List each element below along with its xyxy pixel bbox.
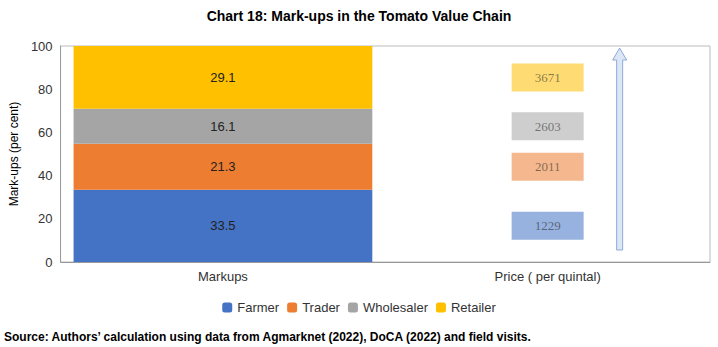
svg-text:Farmer: Farmer (237, 300, 280, 315)
svg-text:29.1: 29.1 (210, 70, 235, 85)
svg-text:40: 40 (38, 168, 52, 183)
svg-text:Retailer: Retailer (451, 300, 496, 315)
svg-text:0: 0 (45, 255, 52, 270)
svg-text:16.1: 16.1 (210, 119, 235, 134)
svg-text:21.3: 21.3 (210, 159, 235, 174)
svg-text:80: 80 (38, 82, 52, 97)
svg-text:100: 100 (31, 39, 53, 54)
svg-text:2603: 2603 (535, 119, 561, 134)
svg-text:2011: 2011 (535, 159, 561, 174)
svg-text:Markups: Markups (198, 269, 248, 284)
svg-text:33.5: 33.5 (210, 218, 235, 233)
svg-text:Trader: Trader (302, 300, 340, 315)
svg-text:Source: Authors’ calculation u: Source: Authors’ calculation using data … (4, 330, 531, 344)
svg-text:60: 60 (38, 125, 52, 140)
svg-text:1229: 1229 (535, 218, 561, 233)
svg-text:Price ( per quintal): Price ( per quintal) (495, 269, 601, 284)
svg-text:Wholesaler: Wholesaler (363, 300, 429, 315)
svg-text:3671: 3671 (535, 70, 561, 85)
svg-text:20: 20 (38, 211, 52, 226)
svg-text:Chart 18: Mark-ups in the Toma: Chart 18: Mark-ups in the Tomato Value C… (207, 8, 512, 24)
svg-text:Mark-ups (per cent): Mark-ups (per cent) (7, 102, 21, 207)
